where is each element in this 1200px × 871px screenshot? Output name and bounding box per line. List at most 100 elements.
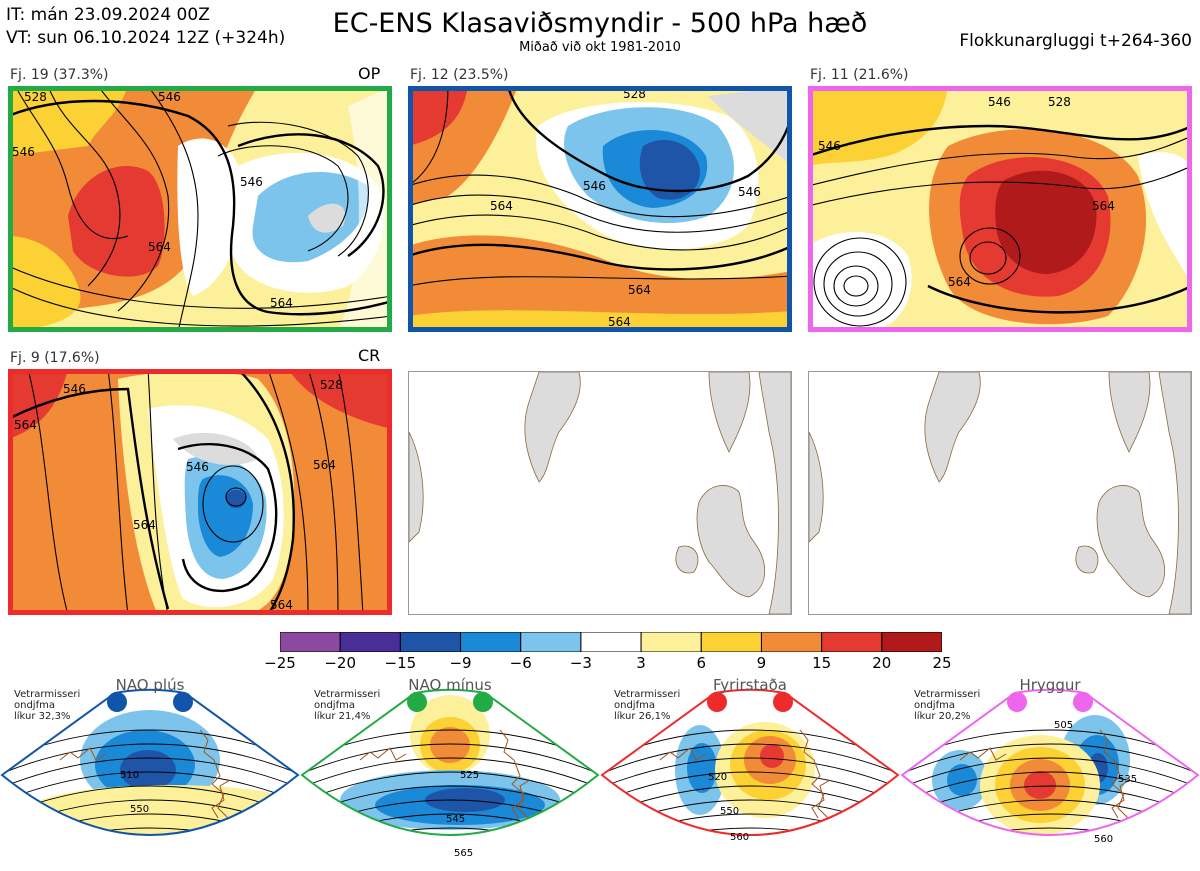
colorbar-tick-label: −25 [264, 654, 296, 672]
regime-marker [407, 692, 427, 712]
colorbar-tick-label: −20 [324, 654, 356, 672]
contour-label: 550 [130, 804, 149, 815]
colorbar-swatch [399, 631, 462, 653]
svg-text:546: 546 [158, 90, 181, 104]
cluster-map-2: 528 546 546 564 564 564 [408, 86, 792, 332]
contour-label: 535 [1118, 774, 1137, 785]
colorbar-tick-label: 20 [872, 654, 892, 672]
colorbar-tick-label: −3 [569, 654, 592, 672]
regime-marker [707, 692, 727, 712]
regime-note-line: Vetrarmisseri [14, 689, 81, 700]
colorbar-tick-label: 9 [756, 654, 767, 672]
contour-label: 520 [708, 772, 727, 783]
panel-1-tag: OP [358, 64, 381, 83]
regime-name: Hryggur [1019, 676, 1081, 694]
regime-marker [1073, 692, 1093, 712]
contour-label: 545 [446, 814, 465, 825]
colorbar-swatch [460, 631, 522, 653]
svg-text:564: 564 [628, 283, 651, 297]
contour-label: 565 [454, 848, 473, 859]
panel-2-label: Fj. 12 (23.5%) [410, 67, 509, 83]
regime-name: NAO plús [115, 676, 185, 694]
svg-text:564: 564 [313, 458, 336, 472]
svg-text:546: 546 [240, 175, 263, 189]
regime-note-line: líkur 26,1% [614, 711, 671, 722]
colorbar-swatch [760, 631, 823, 653]
panel-4-label: Fj. 9 (17.6%) [10, 350, 100, 366]
regime-note-line: líkur 32,3% [14, 711, 71, 722]
colorbar-swatch [821, 631, 883, 653]
colorbar-swatch [881, 631, 943, 653]
svg-text:564: 564 [133, 518, 156, 532]
regime-note: Vetrarmisseri ondjfma líkur 26,1% [614, 689, 680, 722]
colorbar-tick-label: 3 [636, 654, 646, 672]
svg-text:546: 546 [988, 95, 1011, 109]
svg-text:546: 546 [186, 460, 209, 474]
cluster-map-1: 528 546 546 546 564 564 [8, 86, 392, 332]
valid-time: VT: sun 06.10.2024 12Z (+324h) [6, 28, 286, 48]
regime-note-line: Vetrarmisseri [914, 689, 981, 700]
regime-note-line: Vetrarmisseri [614, 689, 681, 700]
panel-1-label: Fj. 19 (37.3%) [10, 67, 109, 83]
svg-text:546: 546 [738, 185, 761, 199]
regime-note-line: ondjfma [314, 700, 355, 711]
regime-map: 505 535 560 [900, 688, 1200, 845]
regime-marker [1007, 692, 1027, 712]
colorbar-swatch [640, 631, 702, 653]
regime-note: Vetrarmisseri ondjfma líkur 21,4% [314, 689, 380, 722]
panel-4-tag: CR [358, 346, 381, 365]
regime-name: Fyrirstaða [713, 676, 787, 694]
svg-text:564: 564 [270, 598, 293, 612]
regime-note-line: líkur 21,4% [314, 711, 371, 722]
regime-map: 520 550 560 [600, 688, 900, 843]
colorbar-swatch [520, 631, 582, 653]
cluster-map-3: 546 546 564 564 528 [808, 86, 1192, 332]
regime-note-line: Vetrarmisseri [314, 689, 381, 700]
regime-note-line: ondjfma [614, 700, 655, 711]
colorbar-tick-label: 15 [812, 654, 832, 672]
svg-text:564: 564 [14, 418, 37, 432]
colorbar-tick-label: 25 [932, 654, 952, 672]
svg-text:546: 546 [12, 145, 35, 159]
empty-map-6 [808, 371, 1192, 615]
regime-note: Vetrarmisseri ondjfma líkur 20,2% [914, 689, 980, 722]
regime-map: 525 545 565 [300, 688, 600, 859]
contour-label: 510 [120, 770, 139, 781]
colorbar [279, 631, 943, 653]
svg-text:546: 546 [63, 382, 86, 396]
contour-label: 525 [460, 770, 479, 781]
colorbar-ticks: −25 −20 −15 −9 −6 −3 3 6 9 15 20 25 [264, 654, 951, 674]
panel-3-label: Fj. 11 (21.6%) [810, 67, 909, 83]
svg-text:564: 564 [608, 315, 631, 329]
regime-marker [173, 692, 193, 712]
svg-text:546: 546 [818, 139, 841, 153]
contour-label: 550 [720, 806, 739, 817]
cluster-map-4: 564 546 546 564 564 564 528 [8, 369, 392, 615]
colorbar-tick-label: −15 [384, 654, 417, 672]
svg-text:564: 564 [270, 296, 293, 310]
colorbar-swatch [279, 631, 341, 653]
clustering-window: Flokkunargluggi t+264-360 [959, 31, 1192, 51]
regime-marker [773, 692, 793, 712]
regime-map: 510 550 [0, 688, 300, 836]
colorbar-swatch [339, 631, 401, 653]
page-subtitle: Miðað við okt 1981-2010 [519, 40, 681, 55]
contour-label: 560 [730, 832, 749, 843]
regime-name: NAO mínus [408, 676, 492, 694]
svg-text:528: 528 [1048, 95, 1071, 109]
colorbar-swatch [580, 631, 642, 653]
svg-text:564: 564 [948, 275, 971, 289]
init-time: IT: mán 23.09.2024 00Z [6, 5, 210, 25]
regime-note: Vetrarmisseri ondjfma líkur 32,3% [14, 689, 80, 722]
empty-map-5 [408, 371, 792, 615]
colorbar-tick-label: −9 [449, 654, 472, 672]
svg-text:564: 564 [1092, 199, 1115, 213]
svg-text:528: 528 [24, 90, 47, 104]
svg-text:546: 546 [583, 179, 606, 193]
contour-label: 560 [1094, 834, 1113, 845]
init-valid-times: IT: mán 23.09.2024 00Z VT: sun 06.10.202… [6, 4, 285, 50]
regime-note-line: líkur 20,2% [914, 711, 971, 722]
contour-label: 505 [1054, 720, 1073, 731]
colorbar-swatch [700, 631, 762, 653]
colorbar-tick-label: 6 [696, 654, 707, 672]
